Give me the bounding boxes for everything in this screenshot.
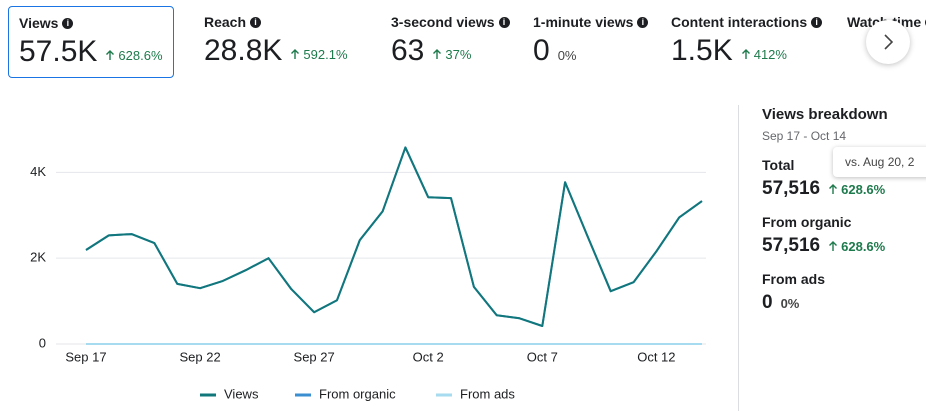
metric-card[interactable]: Views i 57.5K 628.6% xyxy=(8,6,174,78)
change-text: 0% xyxy=(780,295,800,311)
change-text: 37% xyxy=(445,46,472,62)
metric-value-text: 57.5K xyxy=(19,35,98,68)
chart: 0 2K 4K Sep 17 Sep 22 Sep 27 Oct 2 Oct 7 Oct 12 V… xyxy=(30,146,706,401)
breakdown-items: Total 57,516 628.6% From organic 57,516 628.6… xyxy=(762,157,926,314)
breakdown-value: 57,516 628.6% xyxy=(762,178,926,200)
x-tick-label: Sep 17 xyxy=(65,349,106,364)
breakdown-item: From ads 0 0% xyxy=(762,271,926,314)
legend-label: From ads xyxy=(460,386,515,401)
change-text: 628.6% xyxy=(841,238,886,254)
up-arrow xyxy=(741,49,750,59)
metric-value-text: 28.8K xyxy=(204,34,283,67)
change-text: 412% xyxy=(753,46,787,62)
legend-label: Views xyxy=(224,386,259,401)
y-tick-label: 0 xyxy=(39,335,46,350)
info-icon: i xyxy=(637,16,649,28)
divider xyxy=(738,105,739,411)
metric-label: Reach i xyxy=(204,14,348,30)
breakdown-date: Sep 17 - Oct 14 xyxy=(762,129,847,143)
up-arrow xyxy=(106,50,115,60)
up-arrow xyxy=(829,184,838,194)
series-line xyxy=(85,146,703,327)
metric-label-text: 1-minute views xyxy=(533,14,634,30)
metric-label-text: 3-second views xyxy=(391,14,495,30)
metric-label-text: Reach xyxy=(204,14,247,30)
info-icon: i xyxy=(250,16,262,28)
metric-label: Views i xyxy=(19,15,163,31)
up-arrow xyxy=(291,49,300,59)
next-button[interactable] xyxy=(866,20,910,64)
change: 592.1% xyxy=(290,46,348,62)
metric-value: 57.5K 628.6% xyxy=(19,35,163,69)
change-text: 628.6% xyxy=(841,181,886,197)
breakdown-item: Total 57,516 628.6% xyxy=(762,157,926,200)
info-icon: i xyxy=(498,16,510,28)
tooltip: vs. Aug 20, 2 xyxy=(833,147,926,177)
breakdown-value-text: 0 xyxy=(762,292,773,313)
change: 412% xyxy=(741,47,787,62)
chevron-icon xyxy=(884,34,894,50)
metric-value: 0 0% xyxy=(533,34,648,68)
y-tick-label: 4K xyxy=(30,164,46,179)
metric-card[interactable]: Content interactions i 1.5K 412% xyxy=(661,6,832,78)
x-tick-label: Oct 12 xyxy=(637,349,675,364)
up-arrow xyxy=(433,49,442,59)
x-tick-label: Sep 27 xyxy=(294,349,335,364)
metric-value-text: 0 xyxy=(533,34,550,67)
x-tick-label: Sep 22 xyxy=(179,349,220,364)
metric-value: 63 37% xyxy=(391,34,510,68)
x-tick-label: Oct 2 xyxy=(413,349,444,364)
metric-card[interactable]: 3-second views i 63 37% xyxy=(381,6,520,78)
metric-label: Content interactions i xyxy=(671,14,823,30)
metric-card[interactable]: Reach i 28.8K 592.1% xyxy=(194,6,358,78)
breakdown-label: From organic xyxy=(762,214,852,230)
metric-label-text: Content interactions xyxy=(671,14,808,30)
info-icon: i xyxy=(62,17,74,29)
breakdown-value-text: 57,516 xyxy=(762,178,821,199)
breakdown-value-text: 57,516 xyxy=(762,235,821,256)
legend-label: From organic xyxy=(319,386,396,401)
metric-label-text: Views xyxy=(19,15,59,31)
metric-label: 3-second views i xyxy=(391,14,510,30)
change: 0% xyxy=(781,296,800,311)
breakdown-panel: Views breakdown Sep 17 - Oct 14 Total 57,… xyxy=(762,106,926,314)
metric-card[interactable]: 1-minute views i 0 0% xyxy=(523,6,658,78)
metric-value-text: 1.5K xyxy=(671,34,733,67)
x-tick-label: Oct 7 xyxy=(527,349,558,364)
breakdown-title: Views breakdown xyxy=(762,106,888,123)
metric-value: 1.5K 412% xyxy=(671,34,822,68)
up-arrow xyxy=(829,241,838,251)
change: 0% xyxy=(558,48,577,63)
breakdown-item: From organic 57,516 628.6% xyxy=(762,214,926,257)
breakdown-value: 0 0% xyxy=(762,292,926,314)
change-text: 0% xyxy=(557,48,577,63)
metric-value-text: 63 xyxy=(391,34,425,67)
change: 628.6% xyxy=(828,182,885,197)
change-text: 592.1% xyxy=(303,46,348,62)
change: 628.6% xyxy=(828,239,885,254)
metric-label: 1-minute views i xyxy=(533,14,649,30)
change: 37% xyxy=(432,47,471,62)
series-line xyxy=(85,146,703,327)
change: 628.6% xyxy=(105,47,163,63)
y-tick-label: 2K xyxy=(30,250,46,265)
info-icon: i xyxy=(811,16,823,28)
breakdown-value: 57,516 628.6% xyxy=(762,235,926,257)
change-text: 628.6% xyxy=(118,47,163,63)
metric-value: 28.8K 592.1% xyxy=(204,34,348,68)
breakdown-label: Total xyxy=(762,157,795,173)
breakdown-label: From ads xyxy=(762,271,826,287)
